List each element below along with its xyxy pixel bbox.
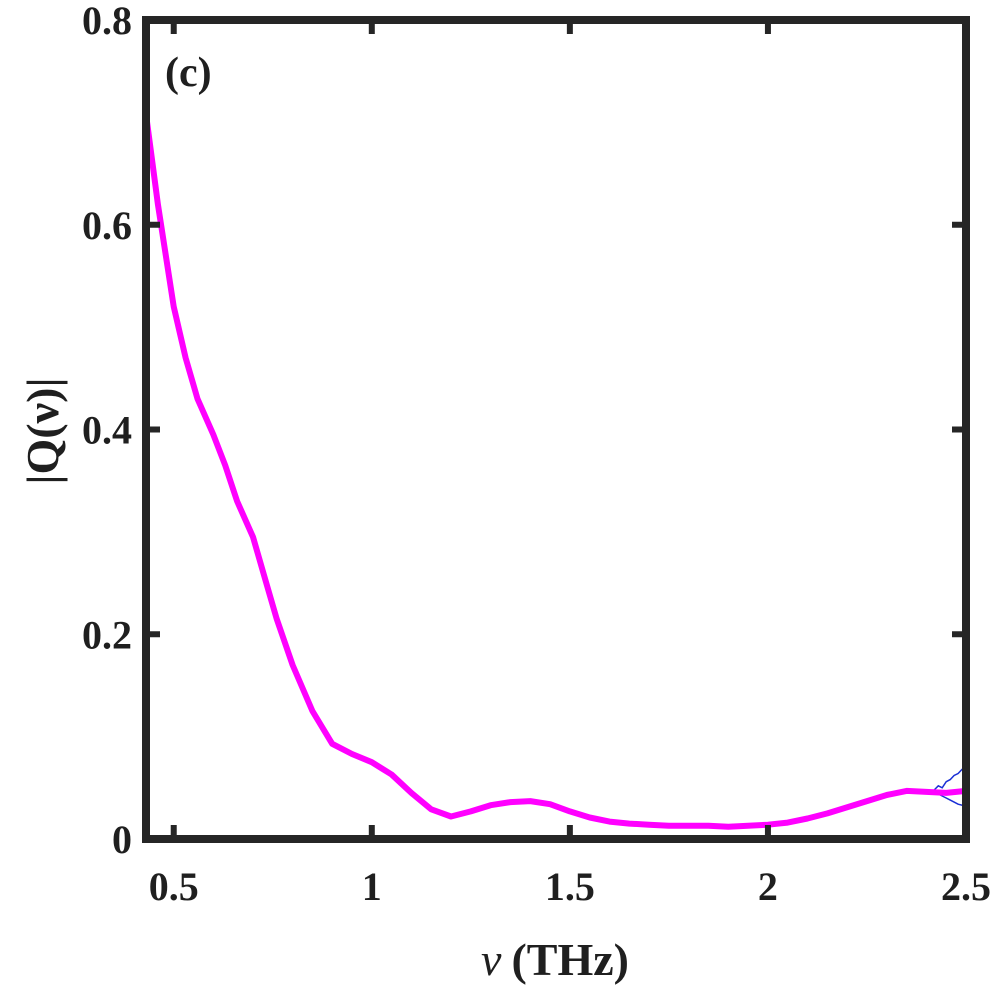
panel-label: (c) <box>165 50 212 96</box>
y-tick-label: 0.8 <box>82 0 132 43</box>
y-tick-label: 0.6 <box>82 203 132 248</box>
y-tick-label: 0.4 <box>82 408 132 453</box>
y-axis-label: |Q(ν)| <box>17 377 68 484</box>
x-axis-label: ν (THz) <box>481 934 629 985</box>
x-tick-label: 2 <box>758 864 778 909</box>
x-tick-label: 1.5 <box>545 864 595 909</box>
x-tick-label: 0.5 <box>149 864 199 909</box>
x-tick-label: 1 <box>362 864 382 909</box>
y-tick-label: 0 <box>112 817 132 862</box>
axes-box <box>142 16 970 843</box>
series-magenta-line <box>143 111 969 830</box>
y-tick-label: 0.2 <box>82 612 132 657</box>
x-tick-label: 2.5 <box>941 864 991 909</box>
x-axis-label-unit: (THz) <box>511 934 629 985</box>
x-axis-label-symbol: ν <box>481 934 502 985</box>
